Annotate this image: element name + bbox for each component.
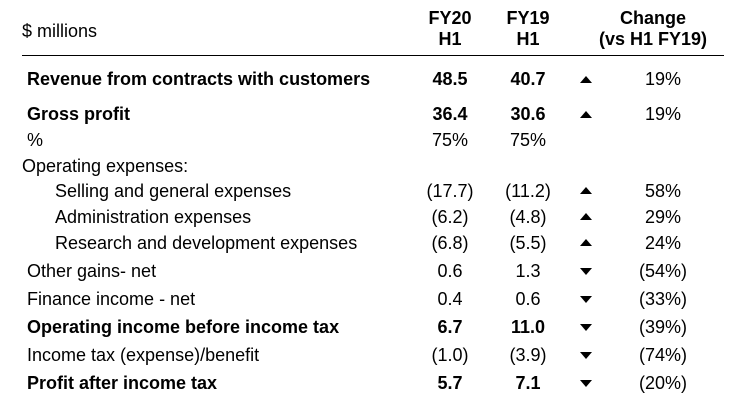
- row-fy20-gross-margin: 75%: [431, 130, 469, 150]
- row-label-revenue: Revenue from contracts with customers: [27, 69, 371, 89]
- row-fy20-other-gains: 0.6: [437, 261, 463, 281]
- row-fy19-other-gains: 1.3: [515, 261, 541, 281]
- row-fy19-finance-income: 0.6: [515, 289, 541, 309]
- row-change-gross-profit: 19%: [644, 104, 682, 124]
- row-fy19-income-tax: (3.9): [509, 345, 547, 365]
- header-fy19-line2: H1: [516, 29, 540, 49]
- row-change-other-gains: (54%): [638, 261, 687, 281]
- row-fy19-profit-after-tax: 7.1: [515, 373, 541, 393]
- row-fy19-operating-income: 11.0: [510, 317, 546, 337]
- header-fy20: FY20 H1: [414, 8, 486, 50]
- increase-arrow-icon: [580, 187, 592, 194]
- row-fy19-selling-general: (11.2): [505, 181, 551, 201]
- row-change-profit-after-tax: (20%): [638, 373, 687, 393]
- row-label-finance-income: Finance income - net: [27, 289, 196, 309]
- increase-arrow-icon: [580, 76, 592, 83]
- row-label-income-tax: Income tax (expense)/benefit: [27, 345, 260, 365]
- row-change-research-development: 24%: [644, 233, 682, 253]
- row-fy20-profit-after-tax: 5.7: [437, 373, 463, 393]
- increase-arrow-icon: [580, 111, 592, 118]
- decrease-arrow-icon: [580, 296, 592, 303]
- header-fy20-line1: FY20: [428, 8, 472, 28]
- row-label-operating-income: Operating income before income tax: [27, 317, 340, 337]
- decrease-arrow-icon: [580, 352, 592, 359]
- header-fy20-line2: H1: [438, 29, 462, 49]
- row-fy20-gross-profit: 36.4: [432, 104, 468, 124]
- row-fy19-revenue: 40.7: [510, 69, 546, 89]
- row-label-gross-profit: Gross profit: [27, 104, 131, 124]
- row-change-income-tax: (74%): [638, 345, 687, 365]
- row-fy20-administration: (6.2): [431, 207, 469, 227]
- header-change-line1: Change: [619, 8, 686, 28]
- header-change-line2: (vs H1 FY19): [598, 29, 708, 49]
- row-label-other-gains: Other gains- net: [27, 261, 157, 281]
- header-fy19-line1: FY19: [506, 8, 550, 28]
- row-fy20-selling-general: (17.7): [426, 181, 474, 201]
- row-fy19-gross-profit: 30.6: [510, 104, 546, 124]
- row-label-selling-general: Selling and general expenses: [55, 181, 292, 201]
- increase-arrow-icon: [580, 213, 592, 220]
- row-fy20-research-development: (6.8): [431, 233, 469, 253]
- row-change-selling-general: 58%: [644, 181, 682, 201]
- units-label: $ millions: [22, 21, 98, 41]
- header-rule: [22, 55, 724, 56]
- row-label-profit-after-tax: Profit after income tax: [27, 373, 218, 393]
- row-label-operating-expenses: Operating expenses:: [22, 156, 189, 176]
- row-change-administration: 29%: [644, 207, 682, 227]
- row-fy20-income-tax: (1.0): [431, 345, 469, 365]
- decrease-arrow-icon: [580, 324, 592, 331]
- row-change-operating-income: (39%): [638, 317, 687, 337]
- row-fy20-finance-income: 0.4: [437, 289, 463, 309]
- row-fy19-administration: (4.8): [509, 207, 547, 227]
- row-fy19-research-development: (5.5): [509, 233, 547, 253]
- header-change: Change (vs H1 FY19): [580, 8, 726, 50]
- row-label-administration: Administration expenses: [55, 207, 252, 227]
- row-fy20-revenue: 48.5: [432, 69, 468, 89]
- increase-arrow-icon: [580, 239, 592, 246]
- row-label-research-development: Research and development expenses: [55, 233, 358, 253]
- row-label-gross-margin: %: [27, 130, 44, 150]
- decrease-arrow-icon: [580, 380, 592, 387]
- header-fy19: FY19 H1: [492, 8, 564, 50]
- row-fy20-operating-income: 6.7: [437, 317, 463, 337]
- row-fy19-gross-margin: 75%: [509, 130, 547, 150]
- row-change-finance-income: (33%): [638, 289, 687, 309]
- row-change-revenue: 19%: [644, 69, 682, 89]
- decrease-arrow-icon: [580, 268, 592, 275]
